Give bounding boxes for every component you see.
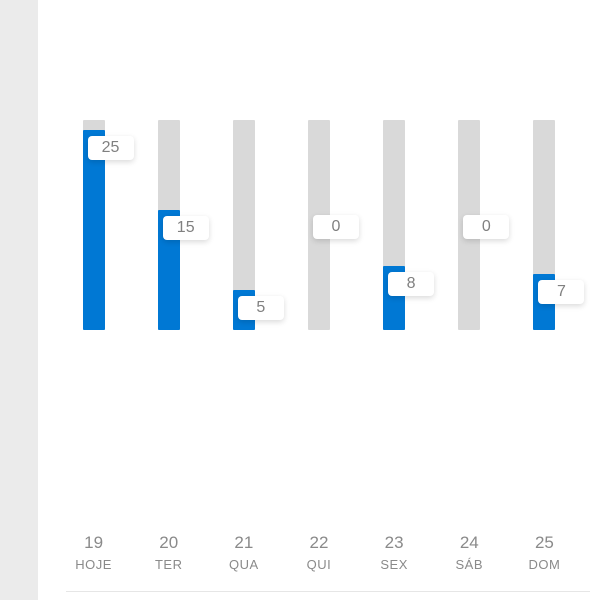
page-root: 251550807 19HOJE20TER21QUA22QUI23SEX24SÁ… <box>0 0 600 600</box>
axis-day-label: TER <box>131 557 206 572</box>
axis-day-label: QUI <box>281 557 356 572</box>
bar-column[interactable]: 0 <box>432 0 507 330</box>
bar-track: 5 <box>233 120 255 330</box>
chart-area: 251550807 <box>38 0 600 460</box>
axis-tick: 22 QUI <box>281 533 356 572</box>
chart-columns: 251550807 <box>56 0 582 460</box>
axis-date: 20 <box>131 533 206 553</box>
bar-column[interactable]: 15 <box>131 0 206 330</box>
bar-track: 15 <box>158 120 180 330</box>
bar-fill <box>83 130 105 330</box>
chart-panel: 251550807 19HOJE20TER21QUA22QUI23SEX24SÁ… <box>38 0 600 600</box>
axis-date: 24 <box>432 533 507 553</box>
axis-day-label: DOM <box>507 557 582 572</box>
axis-tick: 21 QUA <box>206 533 281 572</box>
x-axis: 19 HOJE20 TER21 QUA22 QUI23 SEX24 SÁB25 DOM <box>38 533 600 572</box>
bar-track: 7 <box>533 120 555 330</box>
bar-track: 0 <box>308 120 330 330</box>
axis-date: 21 <box>206 533 281 553</box>
bar-column[interactable]: 5 <box>206 0 281 330</box>
value-badge: 25 <box>88 136 134 160</box>
axis-date: 23 <box>357 533 432 553</box>
value-badge: 0 <box>313 215 359 239</box>
axis-tick: 19 HOJE <box>56 533 131 572</box>
value-badge: 15 <box>163 216 209 240</box>
axis-day-label: HOJE <box>56 557 131 572</box>
bar-track: 8 <box>383 120 405 330</box>
axis-date: 22 <box>281 533 356 553</box>
axis-date: 25 <box>507 533 582 553</box>
bar-column[interactable]: 7 <box>507 0 582 330</box>
divider-line <box>66 591 590 592</box>
axis-day-label: SEX <box>357 557 432 572</box>
bar-track: 25 <box>83 120 105 330</box>
value-badge: 8 <box>388 272 434 296</box>
value-badge: 7 <box>538 280 584 304</box>
axis-date: 19 <box>56 533 131 553</box>
axis-tick: 24 SÁB <box>432 533 507 572</box>
bar-column[interactable]: 0 <box>281 0 356 330</box>
bar-track: 0 <box>458 120 480 330</box>
axis-tick: 25 DOM <box>507 533 582 572</box>
bar-column[interactable]: 8 <box>357 0 432 330</box>
value-badge: 0 <box>463 215 509 239</box>
axis-day-label: SÁB <box>432 557 507 572</box>
axis-tick: 20 TER <box>131 533 206 572</box>
value-badge: 5 <box>238 296 284 320</box>
bar-column[interactable]: 25 <box>56 0 131 330</box>
axis-day-label: QUA <box>206 557 281 572</box>
left-rail <box>0 0 38 600</box>
axis-tick: 23 SEX <box>357 533 432 572</box>
